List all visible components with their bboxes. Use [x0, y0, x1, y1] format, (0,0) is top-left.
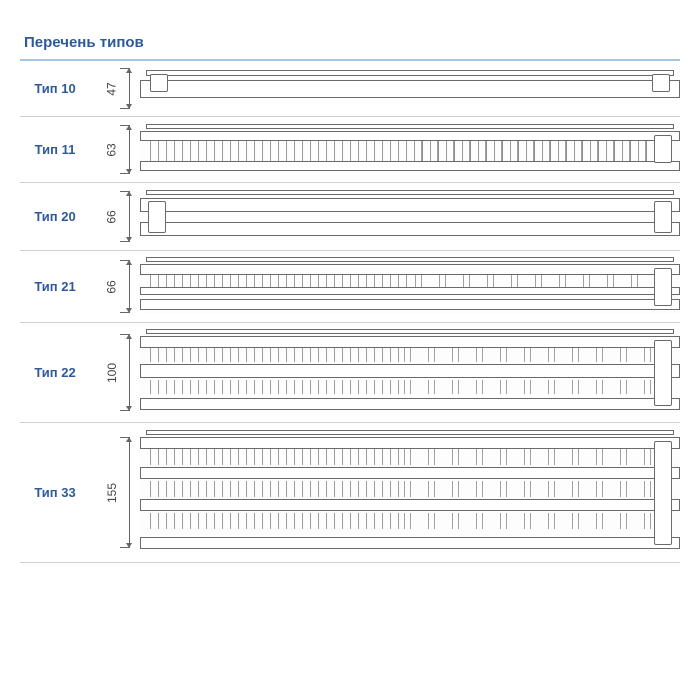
page-title: Перечень типов: [20, 30, 680, 61]
type-label: Тип 22: [20, 365, 90, 380]
type-row: Тип 22 100: [20, 323, 680, 423]
depth-dimension: 63: [105, 143, 119, 156]
dimension-column: 63: [90, 121, 134, 179]
type-label: Тип 21: [20, 279, 90, 294]
type-row: Тип 11 63: [20, 117, 680, 183]
dimension-bracket-icon: [120, 125, 130, 174]
type-label: Тип 20: [20, 209, 90, 224]
type-row: Тип 10 47: [20, 61, 680, 117]
dimension-column: 155: [90, 427, 134, 559]
dimension-bracket-icon: [120, 260, 130, 314]
type-row: Тип 20 66: [20, 183, 680, 251]
dimension-bracket-icon: [120, 437, 130, 548]
depth-dimension: 47: [105, 82, 119, 95]
dimension-bracket-icon: [120, 334, 130, 411]
type-label: Тип 10: [20, 81, 90, 96]
type-label: Тип 33: [20, 485, 90, 500]
cross-section-diagram: [140, 433, 680, 553]
depth-dimension: 100: [105, 362, 119, 382]
cross-section-diagram: [140, 127, 680, 173]
dimension-column: 47: [90, 65, 134, 113]
dimension-column: 66: [90, 255, 134, 319]
type-row: Тип 33 155: [20, 423, 680, 563]
type-label: Тип 11: [20, 142, 90, 157]
dimension-column: 100: [90, 327, 134, 419]
type-row: Тип 21 66: [20, 251, 680, 323]
type-list: Тип 10 47 Тип 11 63: [20, 61, 680, 563]
dimension-bracket-icon: [120, 68, 130, 108]
cross-section-diagram: [140, 193, 680, 241]
cross-section-diagram: [140, 332, 680, 414]
depth-dimension: 155: [105, 482, 119, 502]
cross-section-diagram: [140, 74, 680, 104]
dimension-column: 66: [90, 187, 134, 247]
depth-dimension: 66: [105, 280, 119, 293]
cross-section-diagram: [140, 260, 680, 314]
depth-dimension: 66: [105, 210, 119, 223]
dimension-bracket-icon: [120, 191, 130, 241]
